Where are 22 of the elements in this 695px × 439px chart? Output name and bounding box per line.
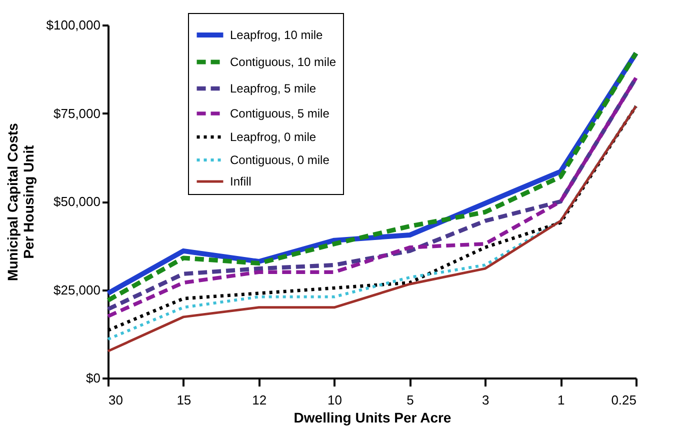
y-tick-label: $100,000 [46,18,100,32]
x-axis-title: Dwelling Units Per Acre [294,410,452,426]
x-tick-label: 1 [557,392,565,408]
x-tick-label: 3 [482,392,490,408]
legend-label: Leapfrog, 0 mile [230,130,316,144]
legend-label: Contiguous, 5 mile [230,106,330,120]
y-tick-label: $75,000 [54,106,100,121]
legend-label: Contiguous, 0 mile [230,153,330,167]
y-tick-label: $50,000 [54,194,100,209]
x-tick-label: 30 [108,392,123,408]
y-axis-title: Municipal Capital Costs Per Housing Unit [4,122,36,281]
x-tick-label: 10 [328,392,342,408]
y-tick-label: $0 [86,370,100,386]
x-tick-label: 15 [176,392,192,408]
legend-label: Contiguous, 10 mile [230,55,336,69]
y-tick-label: $25,000 [54,282,100,298]
legend-label: Leapfrog, 10 mile [230,28,324,42]
legend-label: Leapfrog, 5 mile [230,82,316,96]
x-tick-label: 5 [406,392,414,408]
legend-label: Infill [230,174,252,188]
x-tick-label: 0.25 [611,392,636,408]
x-tick-label: 12 [252,392,267,408]
